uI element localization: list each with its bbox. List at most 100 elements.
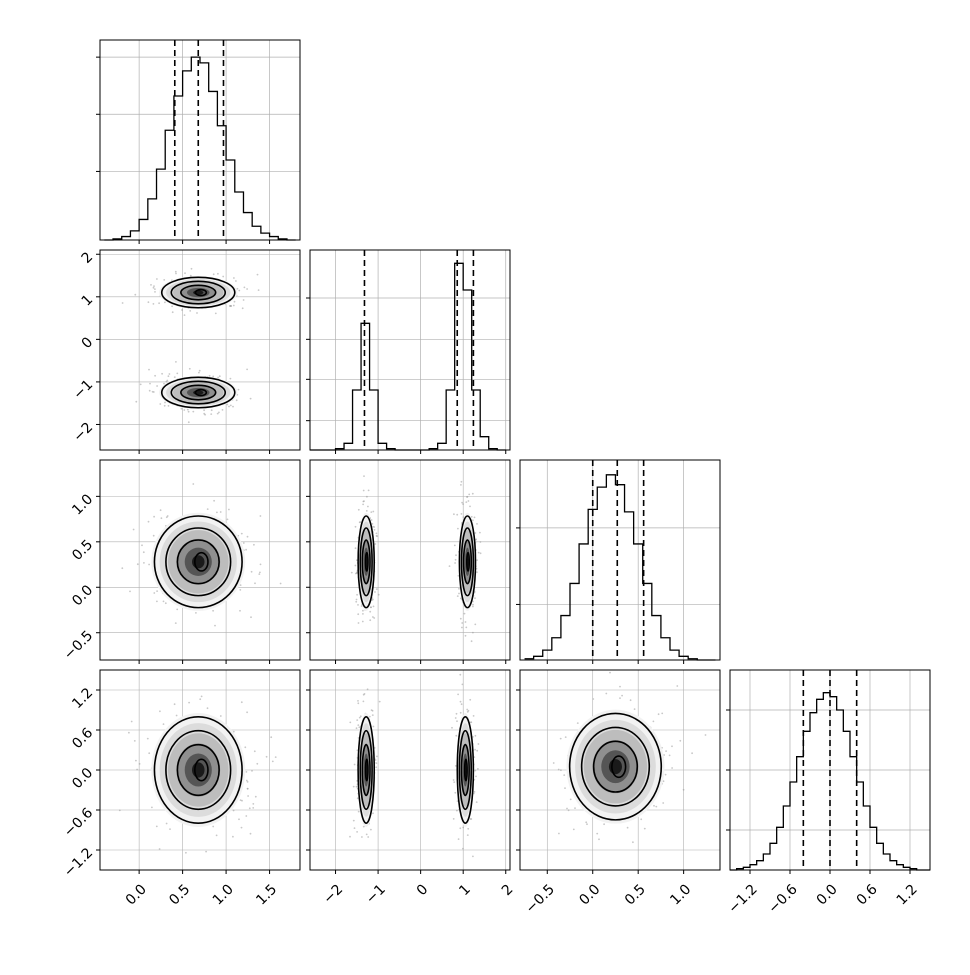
scatter-point <box>246 368 249 371</box>
scatter-point <box>354 564 357 567</box>
scatter-point <box>180 407 183 410</box>
scatter-point <box>372 510 375 513</box>
contour-1-1 <box>458 729 473 811</box>
scatter-point <box>375 766 378 769</box>
scatter-point <box>576 722 579 724</box>
scatter-point <box>454 765 457 767</box>
scatter-point <box>174 622 177 624</box>
scatter-point <box>355 727 358 730</box>
scatter-point <box>477 768 479 770</box>
contour-1-3 <box>463 758 468 782</box>
scatter-point <box>216 412 219 415</box>
scatter-point <box>357 613 360 616</box>
scatter-point <box>187 421 190 424</box>
scatter-point <box>208 374 211 377</box>
scatter-point <box>259 563 262 566</box>
scatter-point <box>253 750 256 753</box>
y-tick-label: 1 <box>79 292 97 310</box>
diag-panel-0 <box>96 39 301 241</box>
scatter-point <box>356 797 359 800</box>
contour-0-0 <box>357 715 376 824</box>
contour-0-2 <box>361 539 371 585</box>
scatter-point <box>464 634 467 637</box>
scatter-point <box>358 521 361 524</box>
scatter-point <box>653 804 655 807</box>
scatter-point <box>175 714 178 717</box>
scatter-point <box>472 605 474 608</box>
scatter-point <box>459 711 462 714</box>
scatter-point <box>143 562 145 564</box>
scatter-point <box>371 714 374 716</box>
contour-1-3 <box>194 388 208 397</box>
scatter-point <box>188 367 191 370</box>
scatter-point <box>361 620 364 623</box>
scatter-point <box>353 827 356 829</box>
scatter-point <box>265 755 268 758</box>
contour-1-0 <box>456 715 475 824</box>
scatter-point <box>192 410 195 413</box>
scatter-point <box>461 622 464 624</box>
scatter-point <box>467 827 470 830</box>
scatter-point <box>173 376 176 378</box>
scatter-point <box>592 698 595 700</box>
scatter-point <box>476 749 479 752</box>
scatter-point <box>133 740 136 742</box>
scatter-point <box>557 768 560 771</box>
density-shade <box>192 762 205 778</box>
scatter-point <box>149 382 151 385</box>
scatter-point <box>619 685 621 688</box>
scatter-point <box>572 828 575 831</box>
scatter-point <box>461 626 463 629</box>
scatter-point <box>471 492 474 495</box>
scatter-point <box>213 499 216 502</box>
scatter-point <box>355 600 358 603</box>
scatter-point <box>217 376 220 379</box>
scatter-point <box>452 779 455 781</box>
scatter-point <box>228 508 230 511</box>
scatter-point <box>454 717 457 719</box>
scatter-point <box>241 799 243 802</box>
scatter-point <box>357 700 359 702</box>
contour-1-0 <box>458 515 477 609</box>
scatter-point <box>475 801 478 803</box>
y-tick-label: 0.0 <box>69 582 96 609</box>
scatter-point <box>474 532 477 534</box>
scatter-point <box>203 409 206 412</box>
scatter-point <box>153 285 155 287</box>
scatter-point <box>240 532 243 535</box>
scatter-point <box>377 593 380 596</box>
scatter-point <box>619 697 621 699</box>
scatter-point <box>142 551 145 554</box>
scatter-point <box>163 404 166 407</box>
scatter-point <box>474 769 477 772</box>
scatter-point <box>148 752 151 755</box>
scatter-point <box>691 752 693 755</box>
scatter-point <box>662 802 665 804</box>
scatter-point <box>479 531 481 534</box>
scatter-point <box>460 703 463 706</box>
scatter-point <box>238 289 241 292</box>
y-tick-label: 0.6 <box>69 725 96 752</box>
contour-1-1 <box>460 527 475 597</box>
scatter-point <box>253 543 255 546</box>
scatter-point <box>118 809 121 812</box>
scatter-point <box>356 572 358 575</box>
scatter-point <box>459 700 462 703</box>
scatter-point <box>252 807 255 809</box>
panel-content <box>310 460 510 660</box>
scatter-point <box>464 621 467 623</box>
contour-1-2 <box>460 743 470 797</box>
scatter-point <box>662 780 665 783</box>
scatter-point <box>271 760 274 763</box>
scatter-point <box>679 739 682 742</box>
scatter-point <box>221 409 224 411</box>
scatter-point <box>643 827 646 830</box>
scatter-point <box>470 721 473 724</box>
scatter-panel-2-0 <box>99 459 301 661</box>
scatter-point <box>373 526 376 528</box>
scatter-point <box>596 832 599 835</box>
scatter-point <box>249 832 252 835</box>
scatter-point <box>163 382 165 385</box>
scatter-point <box>175 361 177 363</box>
density-shade <box>192 555 205 569</box>
